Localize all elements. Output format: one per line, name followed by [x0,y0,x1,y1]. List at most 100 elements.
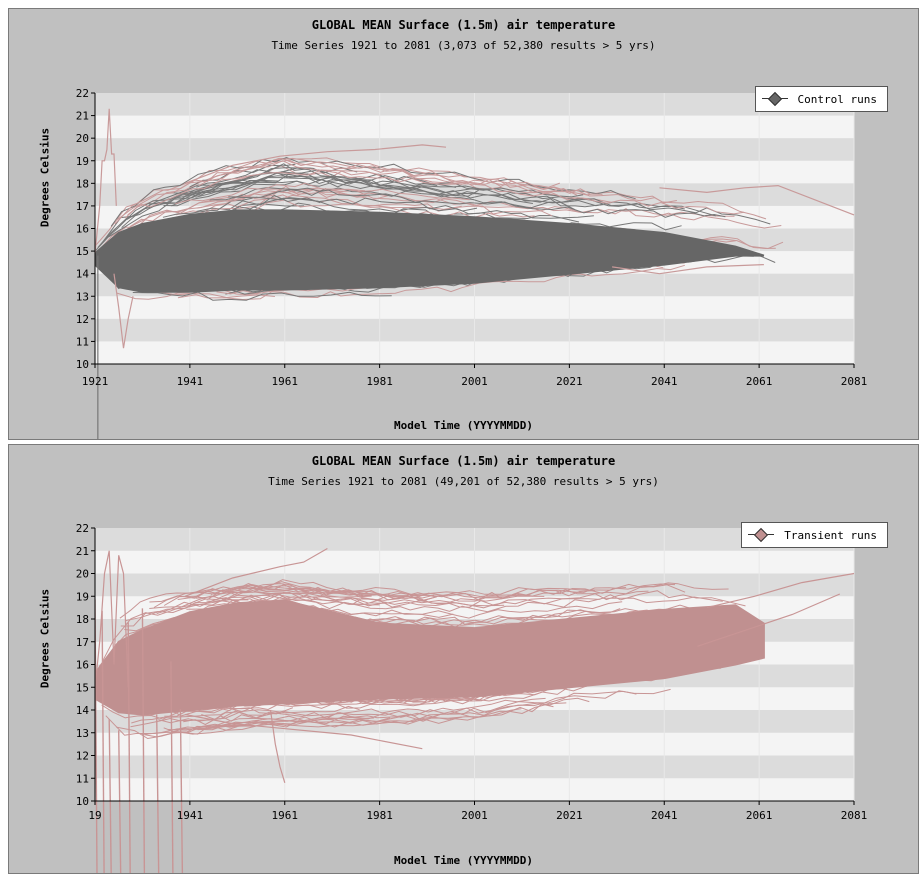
y-axis-label: Degrees Celsius [38,127,52,228]
y-tick-label: 21 [76,545,89,558]
series-transient-runs [95,547,855,873]
run-line [183,690,637,726]
x-tick-label: 1961 [272,809,299,822]
run-line [612,264,764,275]
legend-label: Control runs [797,92,877,106]
x-tick-label: 2041 [651,809,678,822]
y-tick-label: 13 [76,727,89,740]
y-tick-label: 15 [76,245,89,258]
run-line [157,286,301,296]
y-tick-label: 12 [76,750,89,763]
run-line [195,179,533,204]
y-tick-label: 11 [76,772,89,785]
run-line [697,593,841,647]
run-line [118,730,122,873]
y-tick-label: 13 [76,290,89,303]
run-line [197,715,374,731]
run-line [179,709,184,873]
legend: Control runs [754,86,888,112]
run-line [104,169,457,240]
run-line [130,697,546,728]
legend-marker-icon [761,91,788,107]
run-line [706,572,855,609]
y-tick-label: 16 [76,659,89,672]
run-line [149,584,419,603]
run-line [95,550,129,688]
x-tick-label: 2021 [556,375,583,388]
run-line [269,709,286,783]
run-line [103,187,370,250]
run-line [96,185,735,254]
run-line [196,163,358,188]
x-tick-label: 2021 [556,809,583,822]
run-density-band [95,599,765,716]
run-line [97,171,438,248]
run-line [201,705,360,720]
run-line [127,622,131,873]
run-line [156,714,160,873]
chart-panel-bottom: GLOBAL MEAN Surface (1.5m) air temperatu… [8,444,919,874]
y-tick-label: 20 [76,132,89,145]
y-tick-label: 20 [76,568,89,581]
y-tick-label: 16 [76,223,89,236]
run-line [163,708,522,733]
run-line [164,684,589,717]
x-tick-label: 1941 [177,809,204,822]
run-line [189,163,296,188]
run-line [131,707,294,724]
run-line [141,608,146,873]
run-line [95,108,117,254]
run-line [95,157,560,246]
y-tick-label: 10 [76,795,89,808]
x-tick-label: 1961 [272,375,299,388]
x-tick-label: 2061 [746,809,773,822]
run-line [108,719,112,873]
run-line [173,688,671,731]
run-line [227,158,767,220]
run-line [209,187,575,210]
run-line [228,188,726,218]
run-line [184,713,423,750]
chart-subtitle: Time Series 1921 to 2081 (49,201 of 52,3… [268,475,659,488]
x-tick-label: 2001 [461,809,488,822]
x-axis-label: Model Time (YYYYMMDD) [393,419,534,432]
x-tick-label: 2001 [461,375,488,388]
x-tick-label: 1941 [177,375,204,388]
y-tick-label: 22 [76,87,89,100]
y-tick-label: 17 [76,200,89,213]
y-tick-label: 14 [76,268,90,281]
legend: Transient runs [741,522,888,548]
y-tick-label: 18 [76,177,89,190]
y-tick-label: 15 [76,681,89,694]
run-line [174,182,470,205]
run-line [113,273,134,349]
x-tick-label: 2081 [841,375,868,388]
y-tick-label: 18 [76,613,89,626]
series-control-runs [95,108,855,439]
run-line [101,686,587,720]
y-tick-label: 11 [76,335,89,348]
chart-title: GLOBAL MEAN Surface (1.5m) air temperatu… [311,454,616,468]
chart-panel-top: GLOBAL MEAN Surface (1.5m) air temperatu… [8,8,919,440]
y-tick-label: 19 [76,155,89,168]
chart-subtitle: Time Series 1921 to 2081 (3,073 of 52,38… [271,39,656,52]
run-line [132,291,392,301]
run-line [659,184,855,216]
run-line [210,584,627,599]
x-axis-label: Model Time (YYYYMMDD) [393,854,534,867]
x-tick-label: 1981 [366,375,393,388]
run-line [177,264,685,301]
run-density-band [95,209,765,293]
run-line [101,610,105,873]
y-tick-label: 22 [76,522,89,535]
y-tick-label: 19 [76,590,89,603]
run-line [218,591,545,604]
run-line [149,590,372,609]
x-tick-label: 19 [88,809,101,822]
run-line [184,144,447,184]
run-line [170,661,174,873]
y-tick-label: 17 [76,636,89,649]
y-axis-label: Degrees Celsius [38,588,52,689]
